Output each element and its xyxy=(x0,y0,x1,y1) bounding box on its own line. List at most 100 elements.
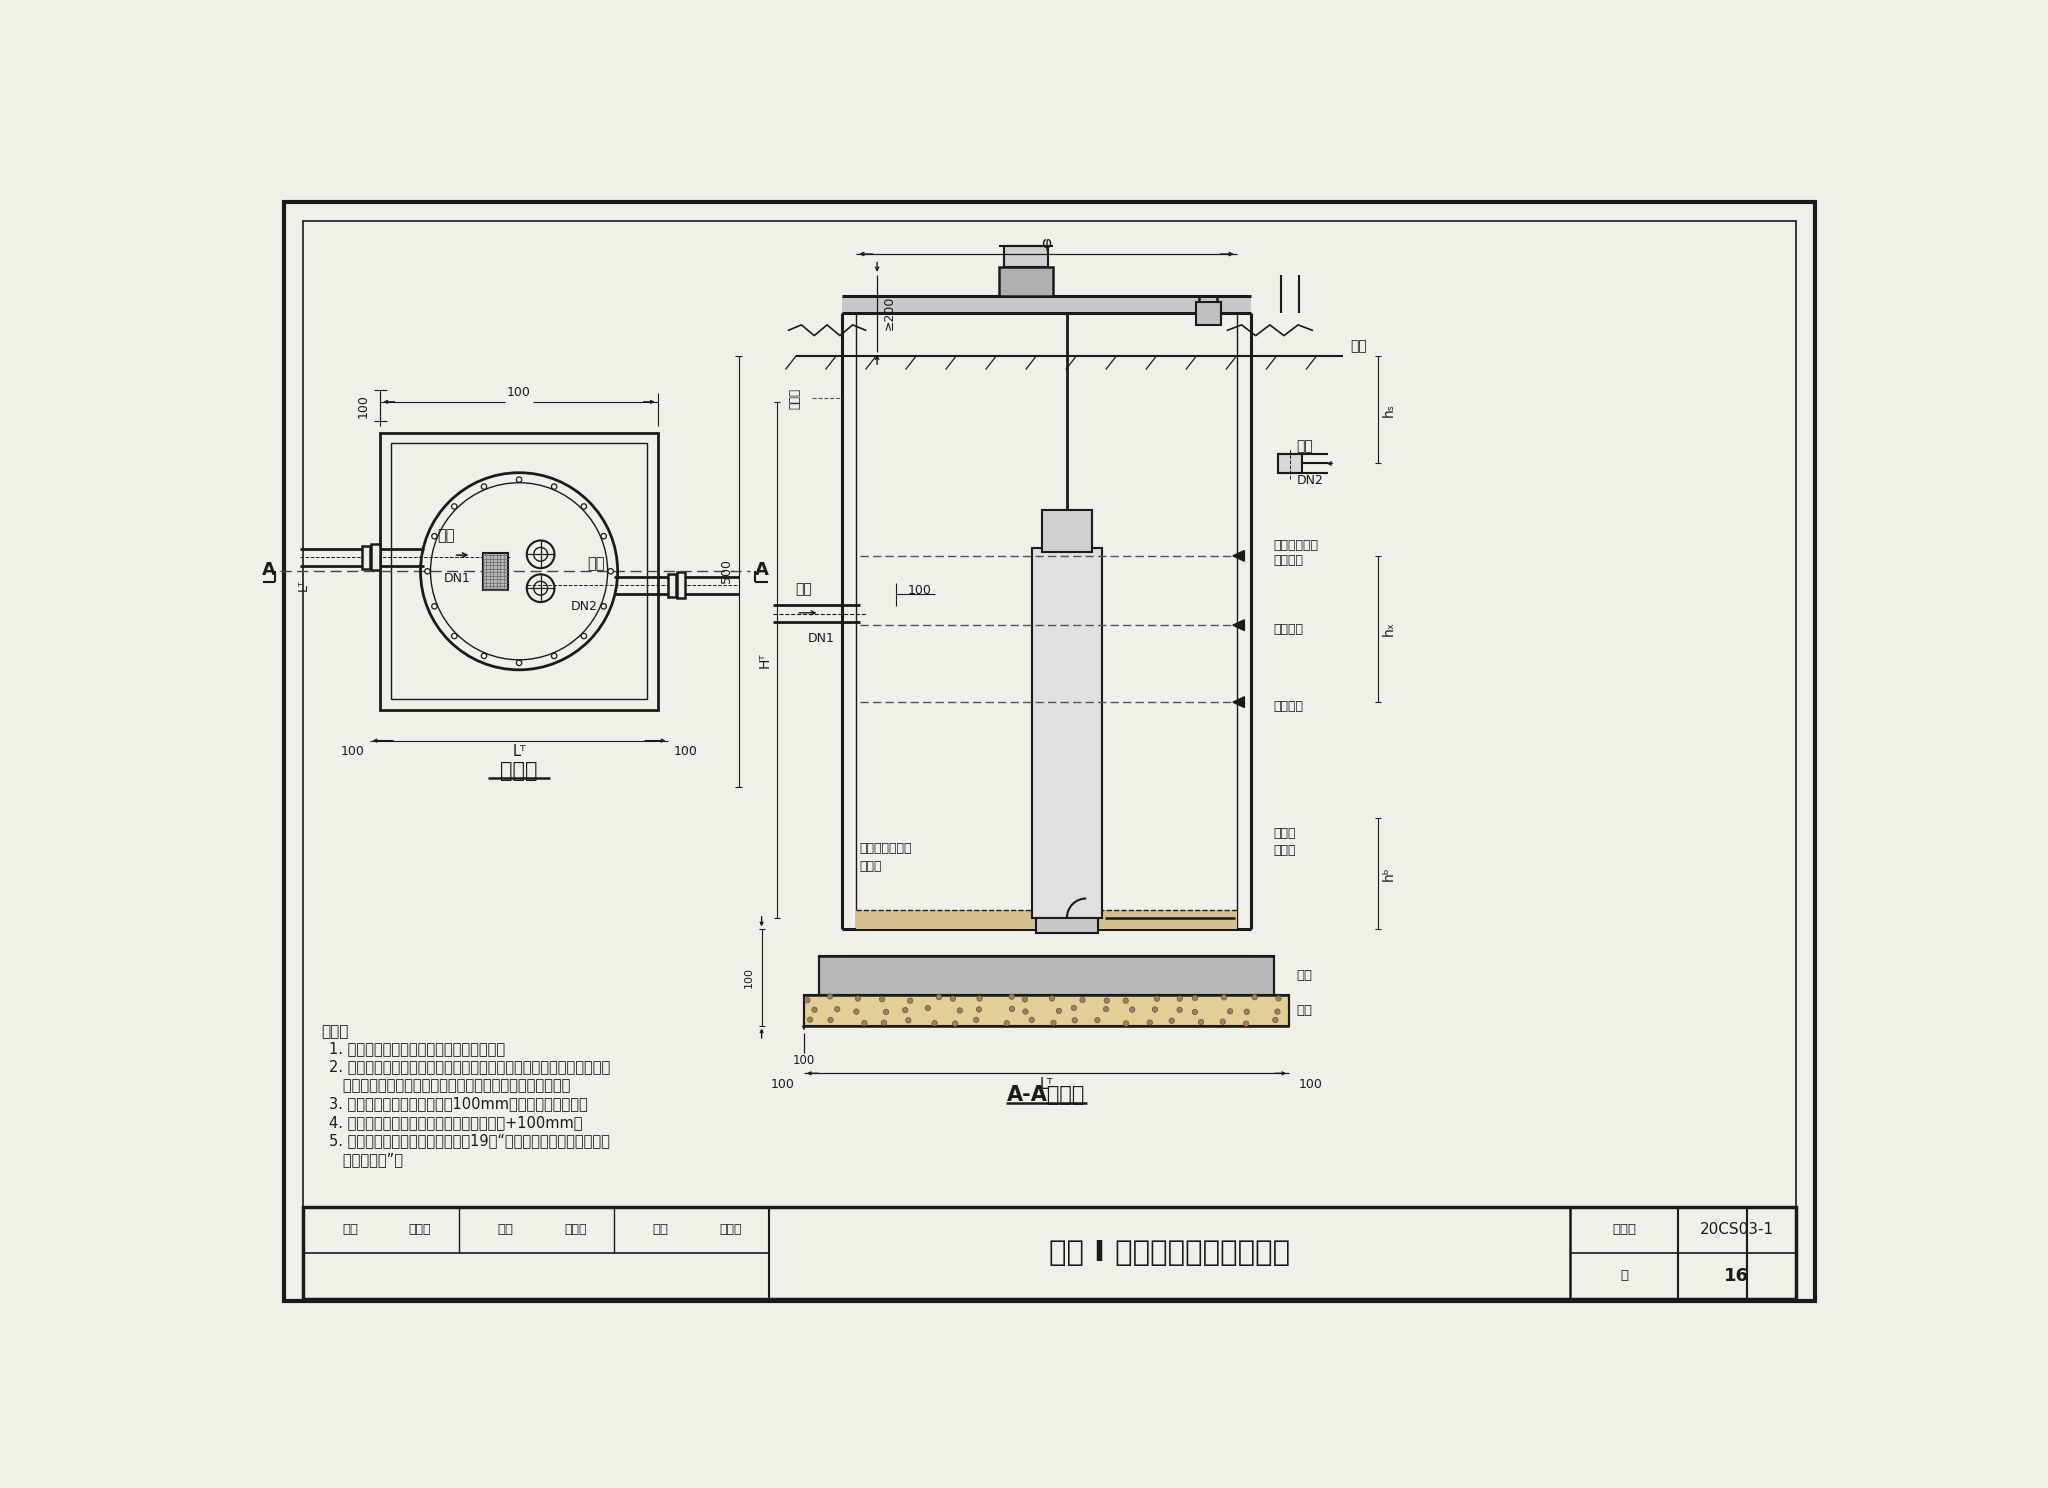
Text: DN1: DN1 xyxy=(807,632,834,644)
Text: 底标高: 底标高 xyxy=(1274,844,1296,857)
Text: 页: 页 xyxy=(1620,1269,1628,1283)
Text: A: A xyxy=(754,561,768,579)
Text: hᵇ: hᵇ xyxy=(1382,866,1395,881)
Text: 100: 100 xyxy=(770,1077,795,1091)
Text: 100: 100 xyxy=(1298,1077,1323,1091)
Circle shape xyxy=(600,534,606,539)
Bar xyxy=(381,433,657,710)
Bar xyxy=(856,911,1237,930)
Circle shape xyxy=(1198,1019,1204,1025)
Text: 邢堂堂: 邢堂堂 xyxy=(563,1223,586,1237)
Circle shape xyxy=(907,998,913,1003)
Text: 进水: 进水 xyxy=(436,528,455,543)
Text: 100: 100 xyxy=(793,1055,815,1067)
Circle shape xyxy=(1010,994,1014,1000)
Text: 报警液位: 报警液位 xyxy=(1274,554,1305,567)
Bar xyxy=(1278,454,1303,473)
Text: 1. 此图安装方式适用于泵站设于绿化带处。: 1. 此图安装方式适用于泵站设于绿化带处。 xyxy=(330,1042,506,1056)
Bar xyxy=(391,443,647,699)
Circle shape xyxy=(903,1007,907,1013)
Bar xyxy=(1004,246,1049,268)
Circle shape xyxy=(516,661,522,665)
Bar xyxy=(805,995,1288,1025)
Text: 2. 本图液位仅为示意。工程设计中污水泵站启泵液位可按进水管充满度: 2. 本图液位仅为示意。工程设计中污水泵站启泵液位可按进水管充满度 xyxy=(330,1059,610,1074)
Text: 说明：: 说明： xyxy=(322,1024,348,1039)
Circle shape xyxy=(1169,1018,1174,1024)
Text: 保护层: 保护层 xyxy=(860,860,883,872)
Circle shape xyxy=(879,997,885,1001)
Text: 启泵液位: 启泵液位 xyxy=(1274,623,1305,637)
Circle shape xyxy=(1022,1009,1028,1015)
Circle shape xyxy=(600,604,606,609)
Circle shape xyxy=(956,1007,963,1013)
Text: 5. 筒体混凝土基础尺寸，见本图集19页“泵站、阀门井筒体基础结构: 5. 筒体混凝土基础尺寸，见本图集19页“泵站、阀门井筒体基础结构 xyxy=(330,1134,610,1149)
Bar xyxy=(842,296,1251,314)
Circle shape xyxy=(1153,1007,1157,1012)
Text: A: A xyxy=(262,561,276,579)
Circle shape xyxy=(481,653,487,659)
Circle shape xyxy=(1104,998,1110,1003)
Circle shape xyxy=(1155,995,1159,1001)
Circle shape xyxy=(1057,1009,1061,1013)
Circle shape xyxy=(1130,1007,1135,1012)
Text: 停泵液位: 停泵液位 xyxy=(1274,701,1305,713)
Bar xyxy=(999,268,1053,296)
Text: 3. 报警液位一般比启泵液位高100mm，同时启动备用泵。: 3. 报警液位一般比启泵液位高100mm，同时启动备用泵。 xyxy=(330,1097,588,1112)
Circle shape xyxy=(1178,995,1182,1001)
Text: （启备用泵）: （启备用泵） xyxy=(1274,539,1319,552)
Circle shape xyxy=(952,1021,958,1027)
Circle shape xyxy=(1079,997,1085,1003)
Circle shape xyxy=(1221,995,1227,1000)
Text: 4. 停泵液位一般采用水泵最小保护液位高度+100mm。: 4. 停泵液位一般采用水泵最小保护液位高度+100mm。 xyxy=(330,1115,582,1129)
Bar xyxy=(1036,918,1098,933)
Text: 图集号: 图集号 xyxy=(1612,1223,1636,1237)
Circle shape xyxy=(1096,1018,1100,1022)
Circle shape xyxy=(883,1009,889,1015)
Circle shape xyxy=(1276,995,1282,1001)
Text: 16: 16 xyxy=(1724,1266,1749,1284)
Circle shape xyxy=(1243,1021,1249,1027)
Circle shape xyxy=(1227,1009,1233,1013)
Circle shape xyxy=(582,634,586,638)
Bar xyxy=(303,1207,1796,1299)
Text: A-A剖面图: A-A剖面图 xyxy=(1008,1085,1085,1106)
Text: 基础: 基础 xyxy=(1296,969,1313,982)
Text: 20CS03-1: 20CS03-1 xyxy=(1700,1222,1774,1237)
Circle shape xyxy=(551,653,557,659)
Bar xyxy=(842,930,1251,957)
Text: 出水: 出水 xyxy=(1296,439,1313,454)
Circle shape xyxy=(1243,1009,1249,1015)
Circle shape xyxy=(932,1021,938,1025)
Text: hₛ: hₛ xyxy=(1382,403,1395,417)
Text: DN2: DN2 xyxy=(1296,473,1323,487)
Circle shape xyxy=(432,534,436,539)
Text: φ: φ xyxy=(1042,235,1051,251)
Circle shape xyxy=(1049,995,1055,1001)
Text: hₓ: hₓ xyxy=(1382,622,1395,637)
Circle shape xyxy=(926,1006,930,1010)
Text: 出水: 出水 xyxy=(588,557,604,571)
Circle shape xyxy=(1122,998,1128,1003)
Circle shape xyxy=(1004,1021,1010,1025)
Circle shape xyxy=(950,995,956,1001)
Circle shape xyxy=(1028,1018,1034,1022)
Text: Lᵀ: Lᵀ xyxy=(1040,1077,1053,1092)
Circle shape xyxy=(608,568,614,574)
Circle shape xyxy=(1274,1009,1280,1015)
Text: 泵站 I 型安装图（无阀门井）: 泵站 I 型安装图（无阀门井） xyxy=(1049,1238,1290,1266)
Bar xyxy=(1237,314,1251,930)
Circle shape xyxy=(1124,1021,1128,1027)
Circle shape xyxy=(977,1007,981,1012)
Text: 500: 500 xyxy=(719,559,733,583)
Circle shape xyxy=(856,995,860,1001)
Text: 审核: 审核 xyxy=(342,1223,358,1237)
Bar xyxy=(668,573,676,597)
Text: ≥200: ≥200 xyxy=(883,296,895,330)
Circle shape xyxy=(1251,994,1257,1000)
Circle shape xyxy=(805,997,811,1003)
Text: 100: 100 xyxy=(356,394,371,418)
Circle shape xyxy=(451,504,457,509)
Bar xyxy=(842,314,856,930)
Circle shape xyxy=(862,1021,866,1025)
Circle shape xyxy=(807,1016,813,1022)
